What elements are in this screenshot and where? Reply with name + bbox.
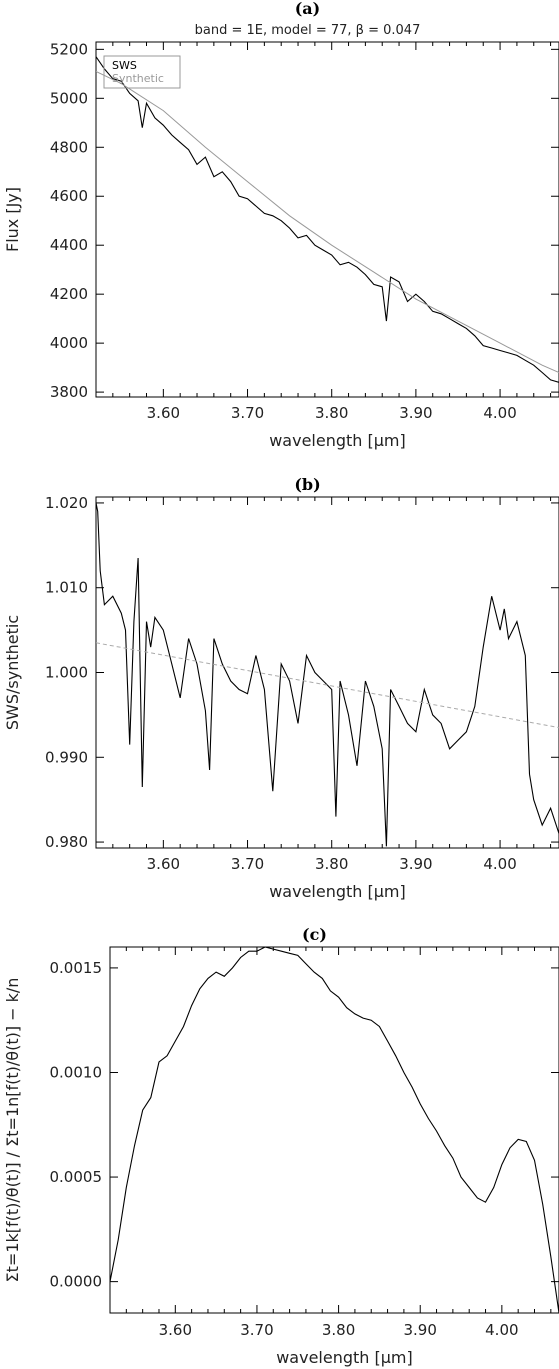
plot-frame [109, 946, 559, 1314]
x-axis-title: wavelength [μm] [276, 1348, 413, 1367]
y-tick-label: 4400 [50, 236, 88, 254]
x-tick-label: 3.70 [231, 404, 264, 422]
series-line-cumulative [110, 947, 559, 1313]
chart-panel-1: (a) band = 1E, model = 77, β = 0.047 3.60 3… [3, 0, 559, 450]
x-tick-label: 3.80 [315, 404, 348, 422]
y-tick-label: 4000 [50, 334, 88, 352]
panel-label: (c) [302, 925, 327, 944]
y-tick-label: 5000 [50, 89, 88, 107]
x-tick-label: 3.90 [399, 404, 432, 422]
x-tick-label: 4.00 [483, 404, 516, 422]
x-tick-label: 3.80 [315, 855, 348, 873]
series-line-sws [96, 56, 559, 383]
series-line-trend [96, 642, 559, 729]
x-tick-label: 3.90 [399, 855, 432, 873]
legend-entry: Synthetic [112, 72, 164, 85]
series-line-synthetic [96, 70, 559, 373]
panel-label: (b) [294, 475, 320, 494]
y-tick-label: 1.000 [45, 664, 88, 682]
plot-frame [95, 496, 559, 849]
x-tick-label: 4.00 [485, 1321, 518, 1339]
x-tick-label: 3.70 [231, 855, 264, 873]
y-tick-label: 0.990 [45, 748, 88, 766]
y-tick-label: 0.0015 [50, 959, 103, 977]
x-tick-label: 3.90 [404, 1321, 437, 1339]
plot-frame [95, 41, 559, 398]
y-tick-label: 0.980 [45, 833, 88, 851]
chart-subtitle: band = 1E, model = 77, β = 0.047 [195, 23, 421, 38]
y-tick-label: 4800 [50, 138, 88, 156]
y-tick-label: 5200 [50, 40, 88, 58]
x-tick-label: 4.00 [483, 855, 516, 873]
y-tick-label: 0.0005 [50, 1168, 103, 1186]
y-axis-title: Σt=1k[f(t)/θ(t)] / Σt=1n[f(t)/θ(t)] − k/… [3, 978, 22, 1283]
panel-label: (a) [295, 0, 321, 18]
y-tick-label: 1.020 [45, 494, 88, 512]
x-axis-title: wavelength [μm] [269, 882, 406, 901]
y-tick-label: 3800 [50, 383, 88, 401]
x-tick-label: 3.70 [240, 1321, 273, 1339]
chart-panel-2: (b) 3.60 3.70 3.80 3.90 4.00 0.980 0.990 1.000 1.… [3, 475, 559, 901]
y-tick-label: 0.0010 [50, 1063, 103, 1081]
legend-entry: SWS [112, 59, 137, 72]
chart-panel-3: (c) 3.60 3.70 3.80 3.90 4.00 0.0000 0.0005 0.001… [3, 925, 559, 1367]
x-tick-label: 3.60 [159, 1321, 192, 1339]
x-tick-label: 3.60 [147, 855, 180, 873]
series-line-sws-synthetic [96, 502, 559, 847]
legend-box [103, 55, 181, 89]
y-tick-label: 4600 [50, 187, 88, 205]
y-axis-title: Flux [Jy] [3, 187, 22, 252]
y-axis-title: SWS/synthetic [3, 615, 22, 730]
x-axis-title: wavelength [μm] [269, 431, 406, 450]
x-tick-label: 3.80 [322, 1321, 355, 1339]
x-tick-label: 3.60 [147, 404, 180, 422]
y-tick-label: 4200 [50, 285, 88, 303]
y-tick-label: 1.010 [45, 579, 88, 597]
y-tick-label: 0.0000 [50, 1273, 103, 1291]
